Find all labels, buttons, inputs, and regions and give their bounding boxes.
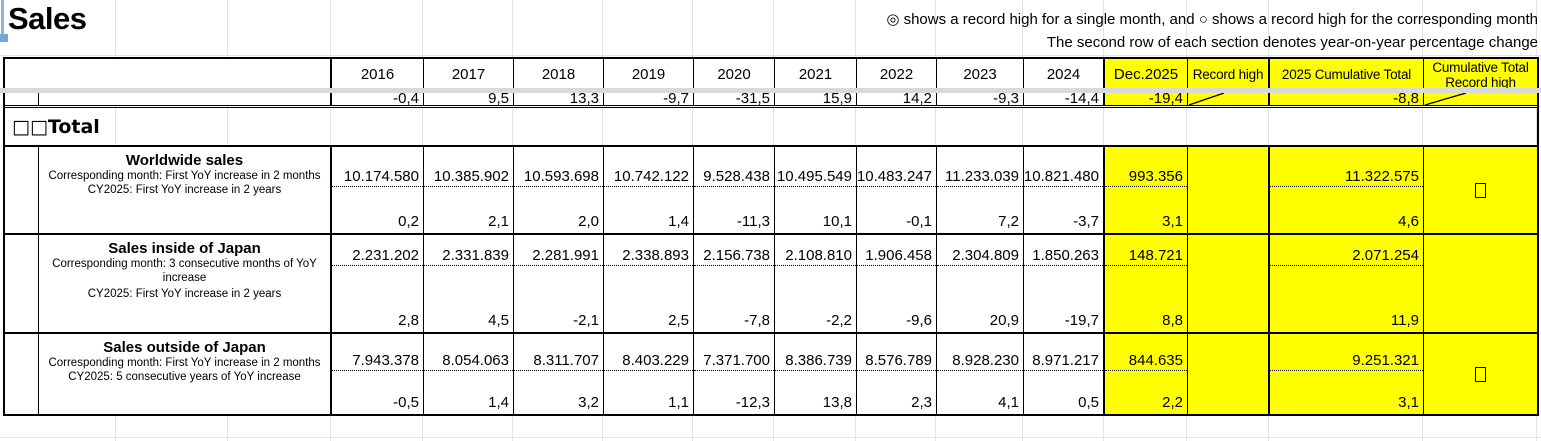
cell-out-cumulative-record[interactable] xyxy=(1424,334,1537,414)
cell-ww-2021[interactable]: 10.495.549 10,1 xyxy=(775,147,857,233)
cell-out-record-high[interactable] xyxy=(1188,334,1270,414)
clipped-pct-2019[interactable]: -9,7 xyxy=(604,90,694,105)
cell-in-2024[interactable]: 1.850.263 -19,7 xyxy=(1024,235,1105,332)
row-worldwide-sales: Worldwide sales Corresponding month: Fir… xyxy=(5,145,1537,233)
cell-ww-2018[interactable]: 10.593.698 2,0 xyxy=(514,147,604,233)
col-header-2018[interactable]: 2018 xyxy=(514,59,604,90)
cell-ww-2020[interactable]: 9.528.438 -11,3 xyxy=(694,147,775,233)
row-sales-outside-japan: Sales outside of Japan Corresponding mon… xyxy=(5,332,1537,414)
legend: ◎ shows a record high for a single month… xyxy=(886,8,1538,54)
clipped-pct-2021[interactable]: 15,9 xyxy=(775,90,857,105)
col-header-2023[interactable]: 2023 xyxy=(937,59,1024,90)
cell-ww-2016[interactable]: 10.174.580 0,2 xyxy=(332,147,424,233)
cell-in-2023[interactable]: 2.304.809 20,9 xyxy=(937,235,1024,332)
legend-line-second-row: The second row of each section denotes y… xyxy=(1046,34,1538,51)
cell-out-dec2025[interactable]: 844.635 2,2 xyxy=(1105,334,1188,414)
row-sales-inside-japan: Sales inside of Japan Corresponding mont… xyxy=(5,233,1537,332)
cell-cursor-line xyxy=(1,0,4,36)
cell-ww-2024[interactable]: 10.821.480 -3,7 xyxy=(1024,147,1105,233)
page-title[interactable]: Sales xyxy=(8,1,87,36)
clipped-cumulative-cell[interactable]: -8,8 xyxy=(1270,90,1424,105)
diagonal-slash-icon xyxy=(1188,93,1225,105)
cell-ww-cumulative-record[interactable] xyxy=(1424,147,1537,233)
cell-in-2021[interactable]: 2.108.810 -2,2 xyxy=(775,235,857,332)
cell-in-cumulative[interactable]: 2.071.254 11,9 xyxy=(1270,235,1424,332)
cell-in-record-high[interactable] xyxy=(1188,235,1270,332)
cell-in-2016[interactable]: 2.231.202 2,8 xyxy=(332,235,424,332)
label-sales-outside-japan[interactable]: Sales outside of Japan Corresponding mon… xyxy=(39,334,332,414)
clipped-pct-2018[interactable]: 13,3 xyxy=(514,90,604,105)
tofu-glyph-icon xyxy=(1475,182,1486,198)
clipped-pct-2023[interactable]: -9,3 xyxy=(937,90,1024,105)
frozen-pane-split-band xyxy=(0,88,1541,93)
cell-ww-2017[interactable]: 10.385.902 2,1 xyxy=(424,147,514,233)
sales-table: 2016 2017 2018 2019 2020 2021 2022 2023 … xyxy=(3,57,1539,416)
col-header-2019[interactable]: 2019 xyxy=(604,59,694,90)
header-label-cell[interactable] xyxy=(5,59,332,90)
cell-ww-2023[interactable]: 11.233.039 7,2 xyxy=(937,147,1024,233)
clipped-pct-dec[interactable]: -19,4 xyxy=(1105,90,1188,105)
label-sales-inside-japan[interactable]: Sales inside of Japan Corresponding mont… xyxy=(39,235,332,332)
label-worldwide-sales[interactable]: Worldwide sales Corresponding month: Fir… xyxy=(39,147,332,233)
cell-in-2022[interactable]: 1.906.458 -9,6 xyxy=(857,235,937,332)
cell-cursor-handle[interactable] xyxy=(0,34,8,42)
col-header-cumulative-record-high[interactable]: Cumulative Total Record high xyxy=(1424,59,1537,90)
cell-in-dec2025[interactable]: 148.721 8,8 xyxy=(1105,235,1188,332)
clipped-pct-2016[interactable]: -0,4 xyxy=(332,90,424,105)
cell-out-2022[interactable]: 8.576.789 2,3 xyxy=(857,334,937,414)
clipped-indent-cell[interactable] xyxy=(5,90,39,105)
clipped-pct-2017[interactable]: 9,5 xyxy=(424,90,514,105)
cell-out-2017[interactable]: 8.054.063 1,4 xyxy=(424,334,514,414)
cell-out-2024[interactable]: 8.971.217 0,5 xyxy=(1024,334,1105,414)
clipped-cumulative-record-cell[interactable] xyxy=(1424,90,1537,105)
cell-in-2020[interactable]: 2.156.738 -7,8 xyxy=(694,235,775,332)
col-header-record-high[interactable]: Record high xyxy=(1188,59,1270,90)
clipped-record-high-cell[interactable] xyxy=(1188,90,1270,105)
cell-out-2019[interactable]: 8.403.229 1,1 xyxy=(604,334,694,414)
cell-out-2023[interactable]: 8.928.230 4,1 xyxy=(937,334,1024,414)
indent-cell[interactable] xyxy=(5,147,39,233)
diagonal-slash-icon xyxy=(1424,93,1467,105)
col-header-2017[interactable]: 2017 xyxy=(424,59,514,90)
table-header-row: 2016 2017 2018 2019 2020 2021 2022 2023 … xyxy=(5,59,1537,90)
cell-out-2016[interactable]: 7.943.378 -0,5 xyxy=(332,334,424,414)
col-header-2020[interactable]: 2020 xyxy=(694,59,775,90)
cell-in-2017[interactable]: 2.331.839 4,5 xyxy=(424,235,514,332)
col-header-dec-2025[interactable]: Dec.2025 xyxy=(1105,59,1188,90)
clipped-row: -0,4 9,5 13,3 -9,7 -31,5 15,9 14,2 -9,3 … xyxy=(5,90,1537,108)
col-header-2021[interactable]: 2021 xyxy=(775,59,857,90)
clipped-pct-2022[interactable]: 14,2 xyxy=(857,90,937,105)
col-header-2022[interactable]: 2022 xyxy=(857,59,937,90)
col-header-2024[interactable]: 2024 xyxy=(1024,59,1105,90)
clipped-label-cell[interactable] xyxy=(39,90,332,105)
cell-out-2020[interactable]: 7.371.700 -12,3 xyxy=(694,334,775,414)
cell-out-2021[interactable]: 8.386.739 13,8 xyxy=(775,334,857,414)
clipped-pct-2024[interactable]: -14,4 xyxy=(1024,90,1105,105)
clipped-pct-2020[interactable]: -31,5 xyxy=(694,90,775,105)
section-header-total[interactable]: □□Total xyxy=(12,115,100,138)
cell-in-2018[interactable]: 2.281.991 -2,1 xyxy=(514,235,604,332)
cell-in-2019[interactable]: 2.338.893 2,5 xyxy=(604,235,694,332)
section-header-row: □□Total xyxy=(5,108,1537,145)
indent-cell[interactable] xyxy=(5,334,39,414)
tofu-glyph-icon xyxy=(1475,366,1486,382)
indent-cell[interactable] xyxy=(5,235,39,332)
legend-line-record-high: ◎ shows a record high for a single month… xyxy=(886,11,1538,28)
cell-out-cumulative[interactable]: 9.251.321 3,1 xyxy=(1270,334,1424,414)
cell-ww-2022[interactable]: 10.483.247 -0,1 xyxy=(857,147,937,233)
cell-ww-dec2025[interactable]: 993.356 3,1 xyxy=(1105,147,1188,233)
cell-ww-2019[interactable]: 10.742.122 1,4 xyxy=(604,147,694,233)
cell-ww-cumulative[interactable]: 11.322.575 4,6 xyxy=(1270,147,1424,233)
cell-in-cumulative-record[interactable] xyxy=(1424,235,1537,332)
cell-ww-record-high[interactable] xyxy=(1188,147,1270,233)
col-header-2025-cumulative-total[interactable]: 2025 Cumulative Total xyxy=(1270,59,1424,90)
col-header-2016[interactable]: 2016 xyxy=(332,59,424,90)
cell-out-2018[interactable]: 8.311.707 3,2 xyxy=(514,334,604,414)
